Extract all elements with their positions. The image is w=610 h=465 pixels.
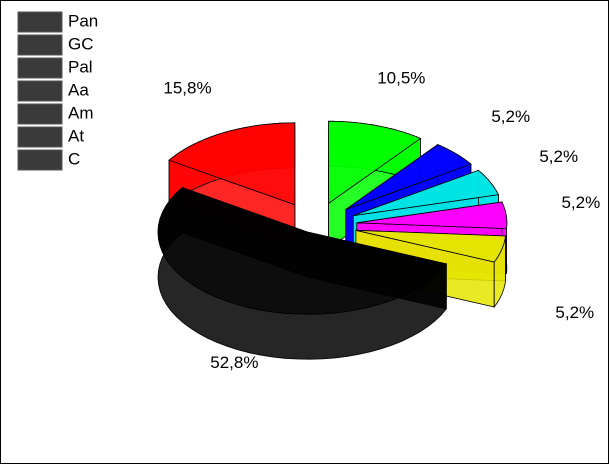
legend-swatch <box>17 11 63 33</box>
legend-swatch <box>17 126 63 148</box>
legend-swatch <box>17 57 63 79</box>
slice-top <box>353 169 500 216</box>
legend-label: At <box>68 126 84 145</box>
slice-top <box>327 120 422 205</box>
data-label: 5,2% <box>539 147 578 166</box>
legend-label: GC <box>68 34 94 53</box>
legend-label: Pan <box>68 11 98 30</box>
legend-label: C <box>68 149 80 168</box>
legend-swatch <box>17 80 63 102</box>
slice-top <box>345 144 472 210</box>
data-label: 10,5% <box>377 68 425 87</box>
legend-label: Am <box>68 103 94 122</box>
data-label: 5,2% <box>555 303 594 322</box>
slice-top <box>157 187 448 315</box>
data-label: 5,2% <box>561 193 600 212</box>
legend-swatch <box>17 103 63 125</box>
legend-swatch <box>17 34 63 56</box>
legend-label: Pal <box>68 57 93 76</box>
data-label: 15,8% <box>163 78 211 97</box>
data-label: 5,2% <box>491 107 530 126</box>
legend-swatch <box>17 149 63 171</box>
legend-label: Aa <box>68 80 89 99</box>
data-label: 52,8% <box>210 353 258 372</box>
slice-top <box>356 201 508 230</box>
slice-top <box>168 122 296 206</box>
slice-top <box>355 229 506 263</box>
